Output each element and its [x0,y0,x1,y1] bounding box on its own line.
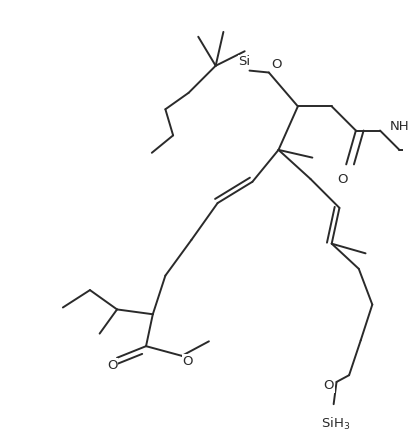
Text: O: O [336,173,347,186]
Text: O: O [182,355,192,368]
Text: SiH$_3$: SiH$_3$ [320,415,349,430]
Text: O: O [271,58,281,71]
Text: Si: Si [238,55,250,68]
Text: O: O [107,359,117,372]
Text: NH: NH [389,120,408,133]
Text: O: O [323,379,333,392]
